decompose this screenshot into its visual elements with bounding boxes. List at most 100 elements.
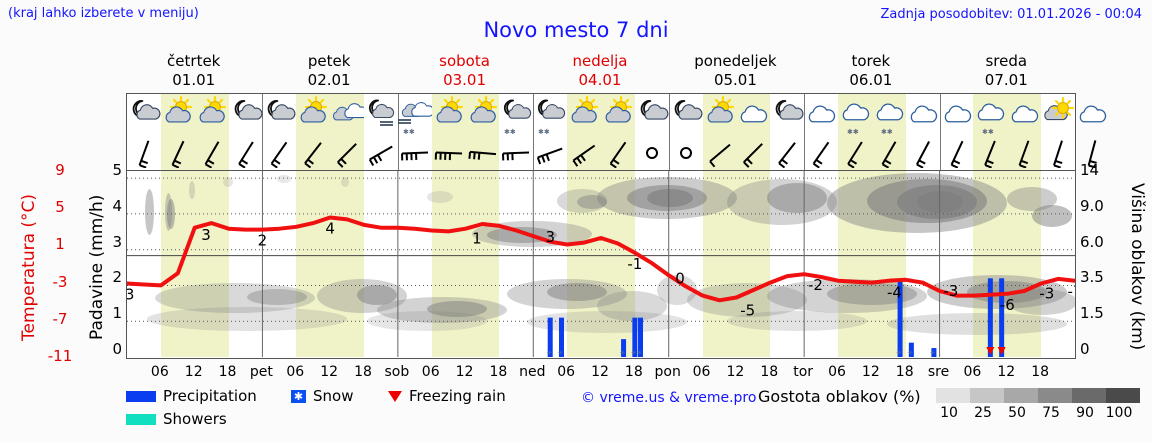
precipitation-bar-snow [547, 317, 553, 357]
temperature-value-label: 3 [201, 226, 211, 244]
x-tick-tor: tor [793, 364, 814, 380]
x-tick-sre: sre [927, 364, 950, 380]
temperature-tick: -7 [52, 309, 68, 328]
snow-marker: ✳ [896, 349, 902, 357]
legend-precipitation-label: Precipitation [163, 387, 257, 405]
x-tick-pon: pon [654, 364, 681, 380]
cloud-density-blob [657, 275, 697, 305]
cloud-density-swatch [936, 388, 970, 403]
cloud-density-blob [687, 283, 807, 317]
cloud-density-blob [827, 283, 917, 305]
weather-icon-moon-cloud-snow: ✱✱ [499, 96, 533, 136]
wind-barb [229, 138, 263, 169]
wind-barb [635, 138, 669, 168]
wind-barb [398, 138, 432, 168]
temperature-tick: 5 [55, 198, 65, 217]
weather-icon-cloud-cloud [330, 96, 368, 136]
x-axis-ticks: 06 12 18 pet 06 12 18 sob 06 12 18 ned 06 12 18 pon 06 12… [126, 364, 1076, 384]
precipitation-bar-freezing [987, 278, 993, 357]
legend-freezing-rain-label: Freezing rain [409, 387, 506, 405]
x-tick-06: 06 [963, 364, 982, 380]
freezing-rain-icon [388, 390, 402, 402]
temperature-tick: -3 [52, 272, 68, 291]
weather-icon-sun-cloud [601, 95, 635, 136]
cloud-density-blob [887, 313, 1067, 335]
day-date: 04.01 [578, 71, 622, 89]
cloud-density-scale [936, 388, 1140, 403]
cloud-density-blob [223, 177, 233, 187]
cloud-density-blob [527, 311, 687, 333]
x-tick-12: 12 [320, 364, 339, 380]
svg-text:✱✱: ✱✱ [504, 128, 516, 136]
weather-icon-sun-cloud [195, 95, 229, 136]
cloud-density-blob [427, 191, 453, 203]
day-header-sreda: sreda 07.01 [939, 52, 1074, 90]
day-separator [668, 94, 670, 170]
weather-icon-strip: ✱✱ ✱✱ ✱✱ ✱✱ ✱✱ ✱✱ [126, 93, 1107, 171]
precipitation-tick: 4 [112, 196, 122, 215]
x-tick-18: 18 [218, 364, 237, 380]
wind-barb [804, 138, 838, 169]
weather-icon-cloud [1075, 96, 1109, 136]
precipitation-bar-snow [897, 281, 903, 357]
temperature-value-label: -3 [127, 286, 134, 304]
x-tick-pet: pet [249, 364, 273, 380]
daylight-band [567, 171, 635, 357]
wind-barb [567, 138, 601, 168]
weather-icon-moon-cloud [635, 96, 669, 136]
snow-marker: ✳ [930, 349, 936, 357]
daylight-band [296, 171, 364, 357]
copyright-text[interactable]: © vreme.us & vreme.pro [581, 390, 757, 406]
menu-note: (kraj lahko izberete v meniju) [8, 6, 199, 21]
precipitation-tick: 3 [112, 232, 122, 251]
weather-icon-cloud-snow: ✱✱ [872, 96, 906, 136]
cloud-density-swatch [1038, 388, 1072, 403]
cloud-height-tick: 3.5 [1080, 268, 1104, 287]
cloud-density-blob [1007, 289, 1075, 315]
cloud-density-blob [727, 311, 867, 331]
precipitation-tick: 1 [112, 304, 122, 323]
cloud-density-blob [155, 283, 315, 313]
temperature-axis-title: Temperatura (°C) [19, 193, 39, 341]
weather-icon-cloud [736, 96, 770, 136]
cloud-density-blob [341, 177, 349, 187]
cloud-density-scale-numbers: 10 25 50 75 90 100 [932, 405, 1136, 421]
day-separator [533, 94, 535, 170]
svg-text:✱✱: ✱✱ [881, 128, 893, 136]
day-header-četrtek: četrtek 01.01 [126, 52, 261, 90]
precipitation-tick: 2 [112, 268, 122, 287]
daylight-band [431, 171, 500, 357]
legend-snow-label: Snow [313, 387, 354, 405]
precipitation-bar-snow [908, 342, 914, 357]
wind-barb [262, 138, 296, 169]
snow-marker: ✳ [637, 349, 643, 357]
weather-icon-sun-cloud [703, 95, 737, 136]
wind-barb [195, 138, 229, 169]
weather-icon-cloud-snow: ✱✱ [973, 96, 1007, 136]
weather-icon-sun-cloud [567, 95, 601, 136]
weather-icon-cloud-cloud-wind-snow: ✱✱ [397, 96, 434, 136]
day-date: 01.01 [172, 71, 216, 89]
temperature-value-label: -4 [887, 284, 902, 302]
weather-icon-moon-cloud-wind [364, 96, 398, 136]
weather-icon-sun-cloud [432, 95, 466, 136]
x-tick-12: 12 [184, 364, 203, 380]
snow-marker: ✳ [631, 349, 637, 357]
x-tick-06: 06 [421, 364, 440, 380]
wind-barb [1075, 138, 1109, 169]
legend-showers-label: Showers [163, 410, 227, 428]
wind-barb [364, 138, 398, 168]
precipitation-bar-snow [632, 317, 638, 357]
cloud-density-blob [277, 175, 291, 183]
svg-text:✱✱: ✱✱ [403, 128, 415, 136]
freezing-rain-marker [997, 347, 1006, 355]
weather-icon-moon-cloud [229, 96, 263, 136]
cloud-density-blob [427, 301, 487, 317]
day-date: 06.01 [849, 71, 893, 89]
weather-icon-moon-cloud-snow: ✱✱ [533, 96, 567, 136]
last-update-label: Zadnja posodobitev: 01.01.2026 - 00:04 [880, 7, 1142, 22]
snow-icon: ✱ [291, 389, 306, 403]
precipitation-tick: 5 [112, 161, 122, 179]
x-tick-18: 18 [489, 364, 508, 380]
temperature-value-label: 4 [325, 220, 335, 238]
